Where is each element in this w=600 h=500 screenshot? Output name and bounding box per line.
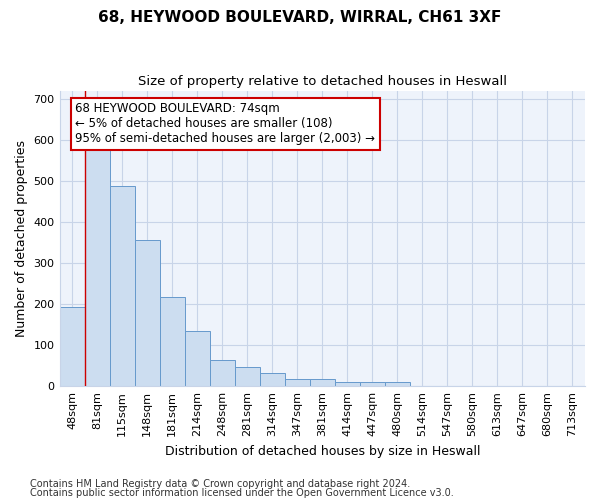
Bar — [335, 382, 360, 386]
Bar — [235, 368, 260, 386]
Bar — [160, 297, 185, 386]
Bar — [310, 379, 335, 386]
Bar — [360, 382, 385, 386]
Bar — [209, 360, 235, 386]
Bar — [185, 331, 209, 386]
Bar — [85, 148, 110, 386]
Text: 68 HEYWOOD BOULEVARD: 74sqm
← 5% of detached houses are smaller (108)
95% of sem: 68 HEYWOOD BOULEVARD: 74sqm ← 5% of deta… — [76, 102, 376, 146]
Bar — [285, 379, 310, 386]
Bar — [134, 240, 160, 386]
Text: Contains public sector information licensed under the Open Government Licence v3: Contains public sector information licen… — [30, 488, 454, 498]
Bar — [385, 382, 410, 386]
X-axis label: Distribution of detached houses by size in Heswall: Distribution of detached houses by size … — [164, 444, 480, 458]
Bar — [110, 186, 134, 386]
Y-axis label: Number of detached properties: Number of detached properties — [15, 140, 28, 337]
Text: Contains HM Land Registry data © Crown copyright and database right 2024.: Contains HM Land Registry data © Crown c… — [30, 479, 410, 489]
Text: 68, HEYWOOD BOULEVARD, WIRRAL, CH61 3XF: 68, HEYWOOD BOULEVARD, WIRRAL, CH61 3XF — [98, 10, 502, 25]
Bar — [260, 372, 285, 386]
Title: Size of property relative to detached houses in Heswall: Size of property relative to detached ho… — [138, 75, 507, 88]
Bar — [59, 308, 85, 386]
